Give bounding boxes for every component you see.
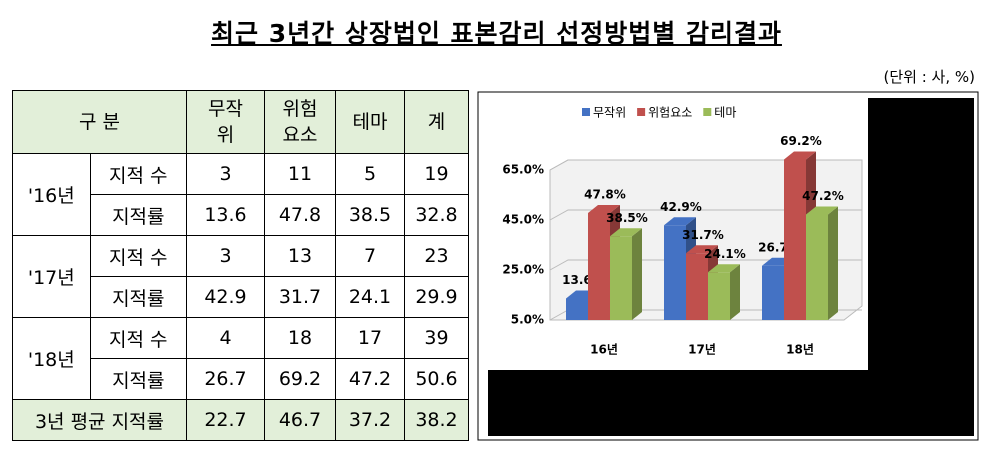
legend-swatch [637, 108, 646, 116]
label-cell: 지적률 [89, 358, 188, 400]
bar-side [730, 264, 740, 320]
title: 최근 3년간 상장법인 표본감리 선정방법별 감리결과 [211, 19, 782, 48]
bar [806, 214, 828, 320]
value-label: 24.1% [704, 247, 746, 261]
value-label: 47.2% [802, 189, 844, 203]
bar-top [664, 217, 696, 226]
value-label: 31.7% [682, 228, 724, 242]
value-cell: 17 [335, 317, 405, 359]
data-row: '16년 지적 수 3 11 5 19 [12, 153, 469, 236]
grid-line [549, 159, 862, 171]
legend-swatch [703, 108, 712, 116]
bar-top [686, 245, 718, 254]
value-label: 42.9% [660, 200, 702, 214]
header-cell: 구 분 [12, 90, 187, 154]
value-cell: 22.7 [186, 399, 265, 441]
x-tick-label: 17년 [688, 343, 716, 357]
legend-swatch [582, 108, 590, 116]
value-cell: 11 [264, 153, 336, 195]
value-cell: 32.8 [404, 194, 469, 236]
legend-label: 테마 [714, 106, 736, 120]
bar-top [588, 205, 620, 213]
label-cell: 3년 평균 지적률 [12, 399, 187, 441]
y-tick-label: 25.0% [502, 263, 544, 277]
value-cell: 38.5 [335, 194, 405, 236]
table: 구 분 무작 위 위험 요소 테마 계 '16년 지적 수 3 11 5 19 지적률 13.6 47.8 38… [12, 90, 469, 441]
value-cell: 31.7 [264, 276, 336, 318]
value-cell: 18 [264, 317, 336, 359]
bar [664, 225, 686, 320]
header-text: 위 [216, 124, 235, 146]
header-text: 위험 [282, 98, 318, 120]
legend-label: 무작위 [593, 106, 626, 120]
value-cell: 3 [186, 153, 265, 195]
grid-line [549, 209, 862, 221]
header-cell: 계 [404, 90, 469, 154]
value-cell: 69.2 [264, 358, 336, 400]
y-tick-label: 5.0% [511, 313, 544, 327]
value-label: 47.8% [584, 188, 626, 202]
x-tick-label: 16년 [590, 343, 618, 357]
year-cell: '16년 [12, 153, 91, 236]
value-cell: 23 [404, 235, 469, 277]
value-cell: 47.8 [264, 194, 336, 236]
value-cell: 19 [404, 153, 469, 195]
label-cell: 지적 수 [89, 235, 188, 277]
bar [762, 265, 784, 320]
label-cell: 지적률 [89, 276, 188, 318]
data-row: 지적률 42.9 31.7 24.1 29.9 [13, 276, 469, 318]
bar-top [784, 151, 816, 160]
data-row: 지적률 13.6 47.8 38.5 32.8 [13, 194, 469, 236]
value-cell: 47.2 [335, 358, 405, 400]
value-cell: 29.9 [404, 276, 469, 318]
bar [708, 272, 730, 320]
y-tick-label: 65.0% [502, 163, 544, 177]
x-tick-label: 18년 [786, 343, 814, 357]
value-cell: 46.7 [264, 399, 336, 441]
header-text: 구 분 [79, 111, 120, 133]
header-text: 무작 [208, 98, 243, 120]
bar [566, 298, 588, 320]
value-cell: 37.2 [335, 399, 405, 441]
value-label: 69.2% [780, 134, 822, 148]
black-area [488, 370, 974, 436]
bar [686, 253, 708, 320]
value-cell: 13.6 [186, 194, 265, 236]
legend-label: 위험요소 [648, 106, 692, 120]
value-cell: 39 [404, 317, 469, 359]
grid-line [549, 259, 862, 271]
value-cell: 5 [335, 153, 405, 195]
bar-top [610, 228, 642, 237]
bar [588, 213, 610, 320]
value-cell: 26.7 [186, 358, 265, 400]
bar [610, 236, 632, 320]
header-text: 계 [427, 111, 446, 133]
header-text: 요소 [282, 124, 318, 146]
value-cell: 24.1 [335, 276, 405, 318]
bar-side [828, 206, 838, 320]
data-row: '18년 지적 수 4 18 17 39 [12, 317, 469, 400]
value-label: 38.5% [606, 211, 648, 225]
footer-row: 3년 평균 지적률 22.7 46.7 37.2 38.2 [12, 399, 469, 441]
label-cell: 지적률 [89, 194, 188, 236]
y-tick-label: 45.0% [502, 213, 544, 227]
value-cell: 38.2 [404, 399, 469, 441]
bar-side [632, 228, 642, 320]
bar-top [708, 264, 740, 273]
header-text: 테마 [352, 111, 388, 133]
unit: (단위 : 사, %) [883, 68, 975, 86]
bar-top [806, 206, 838, 215]
bar [784, 159, 806, 320]
label-cell: 지적 수 [89, 317, 188, 359]
